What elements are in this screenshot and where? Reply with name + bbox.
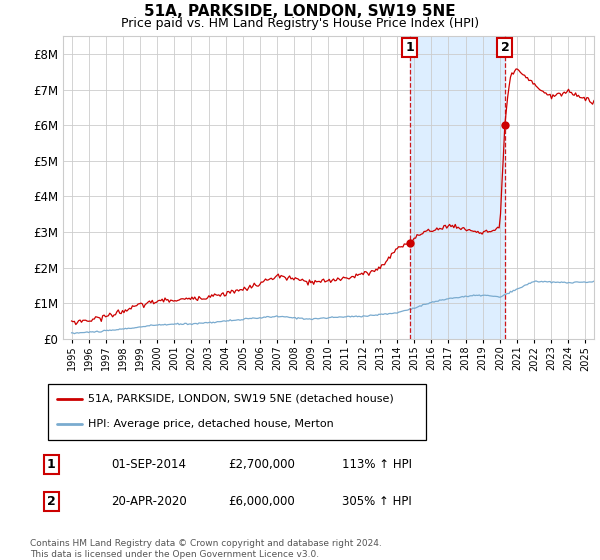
FancyBboxPatch shape — [48, 384, 426, 440]
Text: 2: 2 — [47, 494, 55, 508]
Text: Contains HM Land Registry data © Crown copyright and database right 2024.
This d: Contains HM Land Registry data © Crown c… — [30, 539, 382, 559]
Text: 51A, PARKSIDE, LONDON, SW19 5NE (detached house): 51A, PARKSIDE, LONDON, SW19 5NE (detache… — [88, 394, 394, 404]
Text: 2: 2 — [500, 41, 509, 54]
Text: 20-APR-2020: 20-APR-2020 — [111, 494, 187, 508]
Text: £6,000,000: £6,000,000 — [228, 494, 295, 508]
Text: £2,700,000: £2,700,000 — [228, 458, 295, 472]
Bar — [410, 36, 505, 339]
Text: 305% ↑ HPI: 305% ↑ HPI — [342, 494, 412, 508]
Text: 1: 1 — [47, 458, 55, 472]
Text: 01-SEP-2014: 01-SEP-2014 — [111, 458, 186, 472]
Text: Price paid vs. HM Land Registry's House Price Index (HPI): Price paid vs. HM Land Registry's House … — [121, 17, 479, 30]
Text: 113% ↑ HPI: 113% ↑ HPI — [342, 458, 412, 472]
Text: 51A, PARKSIDE, LONDON, SW19 5NE: 51A, PARKSIDE, LONDON, SW19 5NE — [144, 4, 456, 19]
Text: 1: 1 — [406, 41, 414, 54]
Text: HPI: Average price, detached house, Merton: HPI: Average price, detached house, Mert… — [88, 419, 334, 430]
